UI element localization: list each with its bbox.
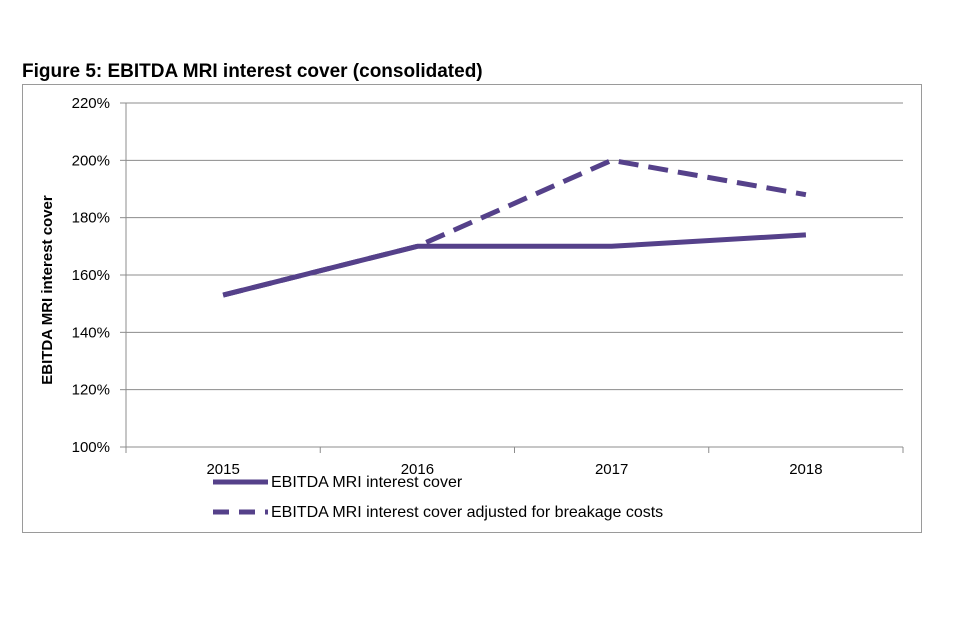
chart-title: Figure 5: EBITDA MRI interest cover (con…	[22, 61, 483, 82]
y-tick-label-220: 220%	[72, 95, 110, 112]
series-lines	[222, 157, 807, 298]
y-tick-labels: 100% 120% 140% 160% 180% 200% 220%	[72, 95, 110, 456]
y-tick-label-140: 140%	[72, 324, 110, 341]
y-tick-label-100: 100%	[72, 439, 110, 456]
y-tick-label-200: 200%	[72, 152, 110, 169]
gridlines	[126, 102, 903, 391]
x-tick-label-2017: 2017	[595, 461, 628, 478]
x-tick-labels: 2015 2016 2017 2018	[206, 461, 822, 478]
y-axis-label: EBITDA MRI interest cover	[39, 195, 56, 385]
axes	[120, 102, 904, 453]
x-tick-label-2015: 2015	[206, 461, 239, 478]
legend-label-0: EBITDA MRI interest cover	[271, 474, 463, 491]
x-tick-label-2018: 2018	[789, 461, 822, 478]
y-tick-label-180: 180%	[72, 210, 110, 227]
chart-frame	[22, 84, 922, 533]
x-tick-label-2016: 2016	[401, 461, 434, 478]
legend: EBITDA MRI interest cover EBITDA MRI inte…	[213, 474, 663, 521]
y-tick-label-160: 160%	[72, 267, 110, 284]
y-tick-label-120: 120%	[72, 382, 110, 399]
legend-label-1: EBITDA MRI interest cover adjusted for b…	[271, 504, 663, 521]
series-line-cover	[222, 232, 807, 298]
